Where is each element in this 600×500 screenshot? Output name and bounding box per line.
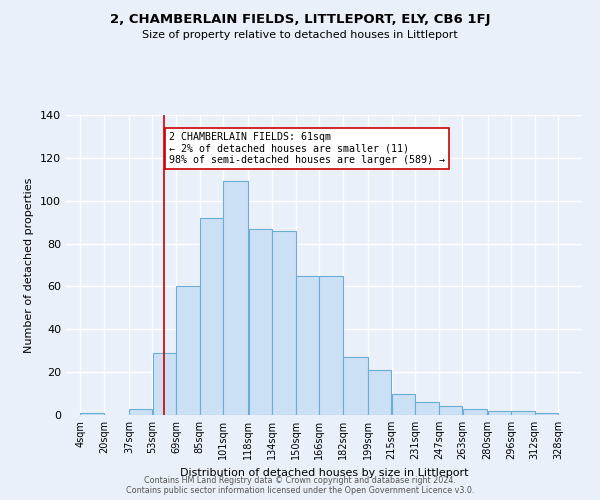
Text: 2, CHAMBERLAIN FIELDS, LITTLEPORT, ELY, CB6 1FJ: 2, CHAMBERLAIN FIELDS, LITTLEPORT, ELY, … [110, 12, 490, 26]
Bar [223, 182, 248, 415]
Bar [488, 410, 511, 415]
Text: Contains HM Land Registry data © Crown copyright and database right 2024.: Contains HM Land Registry data © Crown c… [144, 476, 456, 485]
Bar [176, 286, 200, 415]
Bar [80, 413, 104, 415]
Bar [248, 228, 272, 415]
Bar [296, 276, 319, 415]
Bar [343, 357, 368, 415]
Bar [200, 218, 223, 415]
Bar [439, 406, 463, 415]
X-axis label: Distribution of detached houses by size in Littleport: Distribution of detached houses by size … [180, 468, 468, 477]
Bar [129, 408, 152, 415]
Text: Size of property relative to detached houses in Littleport: Size of property relative to detached ho… [142, 30, 458, 40]
Bar [272, 230, 296, 415]
Bar [415, 402, 439, 415]
Text: 2 CHAMBERLAIN FIELDS: 61sqm
← 2% of detached houses are smaller (11)
98% of semi: 2 CHAMBERLAIN FIELDS: 61sqm ← 2% of deta… [169, 132, 445, 166]
Bar [368, 370, 391, 415]
Bar [392, 394, 415, 415]
Text: Contains public sector information licensed under the Open Government Licence v3: Contains public sector information licen… [126, 486, 474, 495]
Bar [152, 353, 176, 415]
Y-axis label: Number of detached properties: Number of detached properties [25, 178, 34, 352]
Bar [463, 408, 487, 415]
Bar [535, 413, 558, 415]
Bar [319, 276, 343, 415]
Bar [511, 410, 535, 415]
